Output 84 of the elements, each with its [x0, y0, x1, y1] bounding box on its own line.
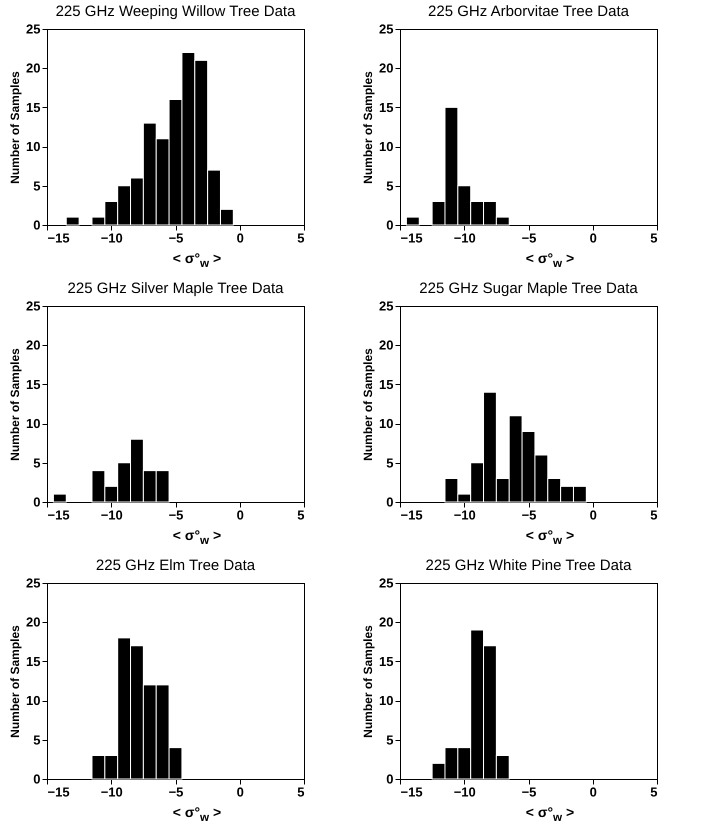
y-tick-label: 5: [386, 178, 394, 194]
y-axis-title: Number of Samples: [361, 624, 376, 738]
x-tick-label: −10: [100, 784, 123, 800]
y-tick-label: 0: [33, 494, 40, 510]
x-tick-label: 0: [236, 230, 244, 246]
y-tick-label: 15: [26, 376, 40, 392]
y-tick-label: 20: [379, 338, 394, 353]
x-tick-label: −5: [522, 784, 536, 800]
x-tick-label: 5: [650, 784, 658, 800]
y-tick-label: 20: [379, 614, 394, 630]
y-tick-label: 5: [33, 178, 40, 194]
chart-title: 225 GHz White Pine Tree Data: [426, 557, 632, 574]
x-tick-label: −5: [168, 508, 184, 522]
x-tick-label: 5: [297, 784, 304, 800]
y-tick-label: 15: [379, 100, 394, 115]
x-tick-label: −15: [48, 784, 70, 800]
chart-title: 225 GHz Silver Maple Tree Data: [68, 280, 284, 297]
y-tick-label: 20: [379, 60, 394, 76]
x-tick-label: −10: [100, 230, 123, 246]
y-tick-label: 20: [26, 60, 40, 76]
x-tick-label: −10: [454, 784, 476, 800]
x-tick-label: −5: [168, 784, 184, 800]
x-tick-label: 5: [650, 508, 658, 522]
chart-title: 225 GHz Weeping Willow Tree Data: [56, 3, 296, 20]
x-tick-label: −15: [48, 508, 70, 522]
x-tick-label: −5: [522, 508, 536, 522]
x-tick-label: 0: [590, 784, 597, 800]
y-tick-label: 5: [33, 732, 40, 748]
y-axis-title: Number of Samples: [8, 624, 22, 738]
x-tick-label: 0: [236, 508, 244, 522]
y-axis-title: Number of Samples: [8, 348, 22, 461]
y-tick-label: 15: [26, 654, 40, 669]
x-tick-label: 5: [650, 230, 658, 246]
y-tick-label: 15: [379, 376, 394, 392]
x-tick-label: 0: [236, 784, 244, 800]
chart-title: 225 GHz Sugar Maple Tree Data: [419, 280, 638, 297]
y-tick-label: 0: [33, 218, 40, 232]
y-axis-title: Number of Samples: [361, 348, 376, 461]
y-tick-label: 10: [26, 139, 40, 154]
y-tick-label: 15: [26, 100, 40, 115]
x-tick-label: 0: [590, 508, 597, 522]
y-tick-label: 5: [33, 455, 40, 470]
x-tick-label: 0: [590, 230, 597, 246]
x-axis-title: < σ°$_{w}$ >: [524, 250, 576, 270]
y-tick-label: 25: [26, 22, 40, 36]
x-tick-label: 5: [297, 230, 304, 246]
y-tick-label: 10: [26, 416, 40, 432]
chart-title: 225 GHz Arborvitae Tree Data: [428, 3, 630, 20]
y-tick-label: 5: [386, 732, 394, 748]
x-axis-title: < σ°$_{w}$ >: [524, 527, 576, 547]
y-tick-label: 25: [379, 576, 394, 590]
y-tick-label: 25: [26, 298, 40, 314]
x-axis-title: < σ°$_{w}$ >: [172, 804, 222, 824]
x-tick-label: −15: [400, 508, 423, 522]
x-axis-title: < σ°$_{w}$ >: [524, 804, 576, 824]
y-tick-label: 20: [26, 614, 40, 630]
y-tick-label: 15: [379, 654, 394, 669]
y-tick-label: 20: [26, 338, 40, 353]
x-axis-title: < σ°$_{w}$ >: [172, 250, 222, 270]
x-tick-label: −10: [454, 508, 476, 522]
y-tick-label: 0: [33, 772, 40, 786]
y-tick-label: 10: [379, 693, 394, 708]
y-tick-label: 10: [379, 416, 394, 432]
x-tick-label: 5: [297, 508, 304, 522]
y-tick-label: 25: [26, 576, 40, 590]
x-tick-label: −5: [168, 230, 184, 246]
y-tick-label: 10: [26, 693, 40, 708]
y-tick-label: 25: [379, 22, 394, 36]
y-tick-label: 0: [386, 772, 394, 786]
y-axis-title: Number of Samples: [361, 70, 376, 184]
y-axis-title: Number of Samples: [8, 70, 22, 184]
y-tick-label: 10: [379, 139, 394, 154]
y-tick-label: 25: [379, 298, 394, 314]
x-tick-label: −10: [454, 230, 476, 246]
x-tick-label: −15: [400, 784, 423, 800]
x-tick-label: −10: [100, 508, 123, 522]
y-tick-label: 5: [386, 455, 394, 470]
x-tick-label: −15: [48, 230, 70, 246]
x-tick-label: −15: [400, 230, 423, 246]
y-tick-label: 0: [386, 494, 394, 510]
chart-title: 225 GHz Elm Tree Data: [96, 557, 256, 574]
x-tick-label: −5: [522, 230, 536, 246]
x-axis-title: < σ°$_{w}$ >: [172, 527, 222, 547]
y-tick-label: 0: [386, 218, 394, 232]
